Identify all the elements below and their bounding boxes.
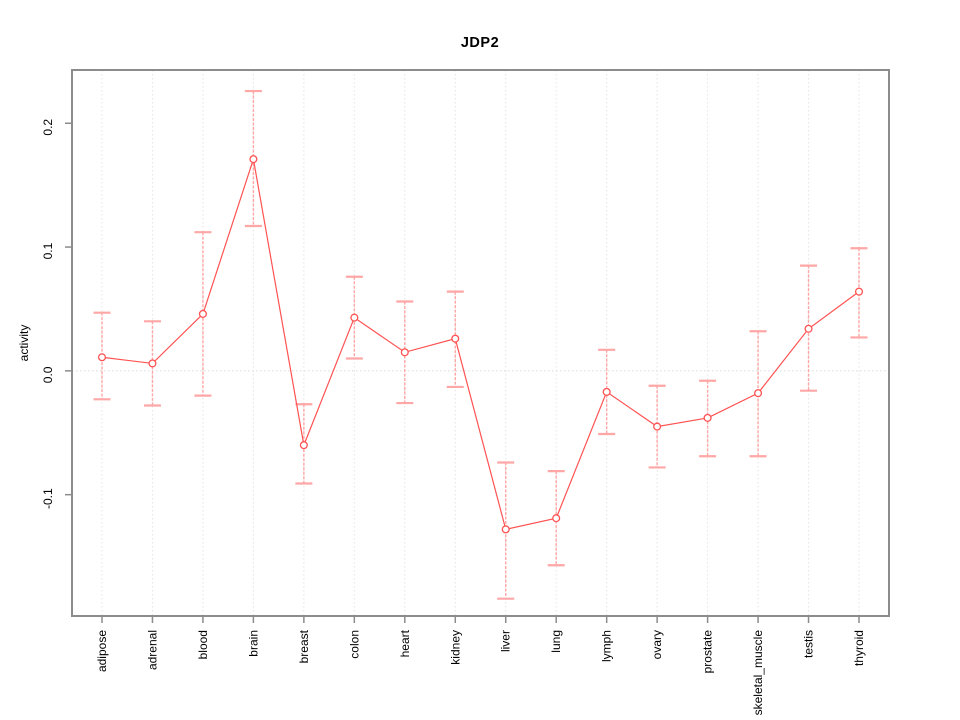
x-tick-label: ovary: [650, 630, 664, 659]
x-tick-label: thyroid: [852, 630, 866, 666]
plot-box-layer: [71, 69, 890, 617]
y-axis-label: activity: [17, 325, 31, 362]
data-point: [754, 389, 763, 398]
data-point: [501, 525, 510, 534]
y-tick-label: 0.0: [41, 366, 55, 383]
series-line: [101, 158, 860, 531]
x-tick-label: brain: [246, 630, 260, 657]
x-tick-label: skeletal_muscle: [751, 630, 765, 716]
data-point: [249, 155, 258, 164]
data-point: [198, 309, 207, 318]
x-tick-label: prostate: [701, 630, 715, 674]
error-bars-layer: [93, 89, 868, 600]
plot-border: [71, 69, 890, 617]
x-tick-label: liver: [499, 630, 513, 652]
y-tick-label: 0.2: [41, 119, 55, 136]
data-point: [400, 348, 409, 357]
data-point: [653, 422, 662, 431]
x-tick-label: breast: [297, 629, 311, 663]
data-point: [451, 334, 460, 343]
x-tick-label: heart: [398, 629, 412, 657]
axis-labels-layer: -0.1 0.0 0.1 0.2 adipose adrenal blood brain bre…: [41, 119, 866, 716]
data-point: [552, 514, 561, 523]
data-point: [703, 413, 712, 422]
x-tick-label: testis: [802, 630, 816, 658]
x-tick-label: lymph: [600, 630, 614, 662]
data-point: [350, 313, 359, 322]
gridlines-layer: [72, 70, 889, 616]
data-point: [299, 441, 308, 450]
data-point: [854, 287, 864, 296]
x-tick-label: adipose: [95, 630, 109, 672]
data-point: [804, 324, 813, 333]
x-tick-label: blood: [196, 630, 210, 659]
chart-title: JDP2: [461, 35, 499, 51]
data-point: [148, 359, 157, 368]
x-tick-label: adrenal: [145, 630, 159, 670]
axis-ticks-layer: [65, 122, 860, 623]
x-tick-label: colon: [347, 630, 361, 659]
y-tick-label: 0.1: [41, 242, 55, 259]
data-point: [97, 353, 107, 362]
series-layer: [97, 155, 864, 534]
x-tick-label: lung: [549, 630, 563, 653]
y-tick-label: -0.1: [41, 488, 55, 509]
data-point: [602, 387, 611, 396]
x-tick-label: kidney: [448, 630, 462, 665]
